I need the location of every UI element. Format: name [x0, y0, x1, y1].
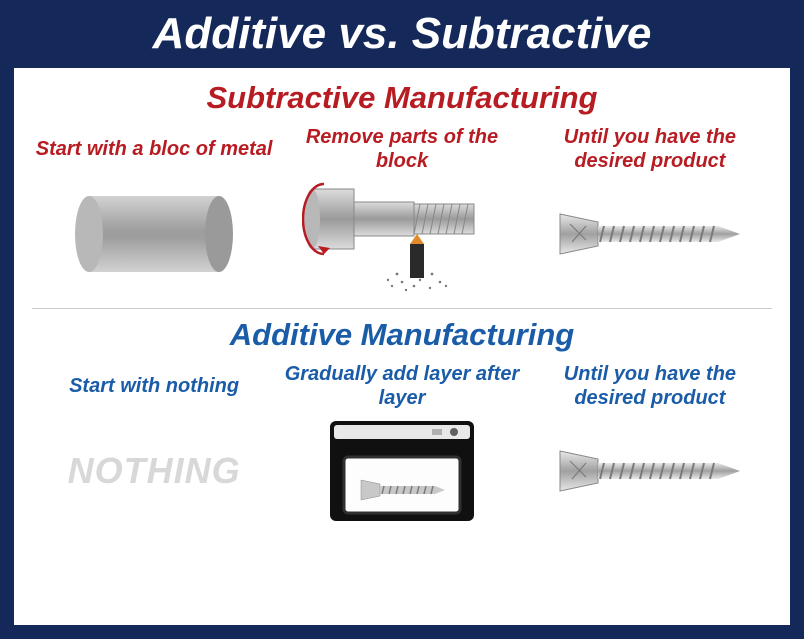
- nothing-text-icon: NOTHING: [32, 411, 276, 531]
- subtractive-step-1-label: Start with a bloc of metal: [32, 124, 276, 174]
- infographic-frame: Additive vs. Subtractive Subtractive Man…: [0, 0, 804, 639]
- additive-step-2-label: Gradually add layer after layer: [280, 361, 524, 411]
- additive-illus-row: NOTHING: [32, 411, 772, 531]
- 3d-printer-icon: [280, 411, 524, 531]
- section-divider: [32, 308, 772, 309]
- additive-step-3-label: Until you have the desired product: [528, 361, 772, 411]
- additive-step-1-label: Start with nothing: [32, 361, 276, 411]
- subtractive-illus-row: [32, 174, 772, 294]
- main-title: Additive vs. Subtractive: [153, 9, 652, 59]
- additive-heading: Additive Manufacturing: [32, 317, 772, 353]
- lathe-cutting-icon: [280, 174, 524, 294]
- subtractive-step-2-label: Remove parts of the block: [280, 124, 524, 174]
- nothing-label: NOTHING: [68, 450, 241, 492]
- title-bar: Additive vs. Subtractive: [14, 0, 790, 68]
- additive-captions-row: Start with nothing Gradually add layer a…: [32, 361, 772, 411]
- metal-cylinder-icon: [32, 174, 276, 294]
- subtractive-step-3-label: Until you have the desired product: [528, 124, 772, 174]
- subtractive-heading: Subtractive Manufacturing: [32, 80, 772, 116]
- finished-screw-icon: [528, 174, 772, 294]
- finished-screw-icon: [528, 411, 772, 531]
- content-panel: Subtractive Manufacturing Start with a b…: [14, 68, 790, 625]
- subtractive-captions-row: Start with a bloc of metal Remove parts …: [32, 124, 772, 174]
